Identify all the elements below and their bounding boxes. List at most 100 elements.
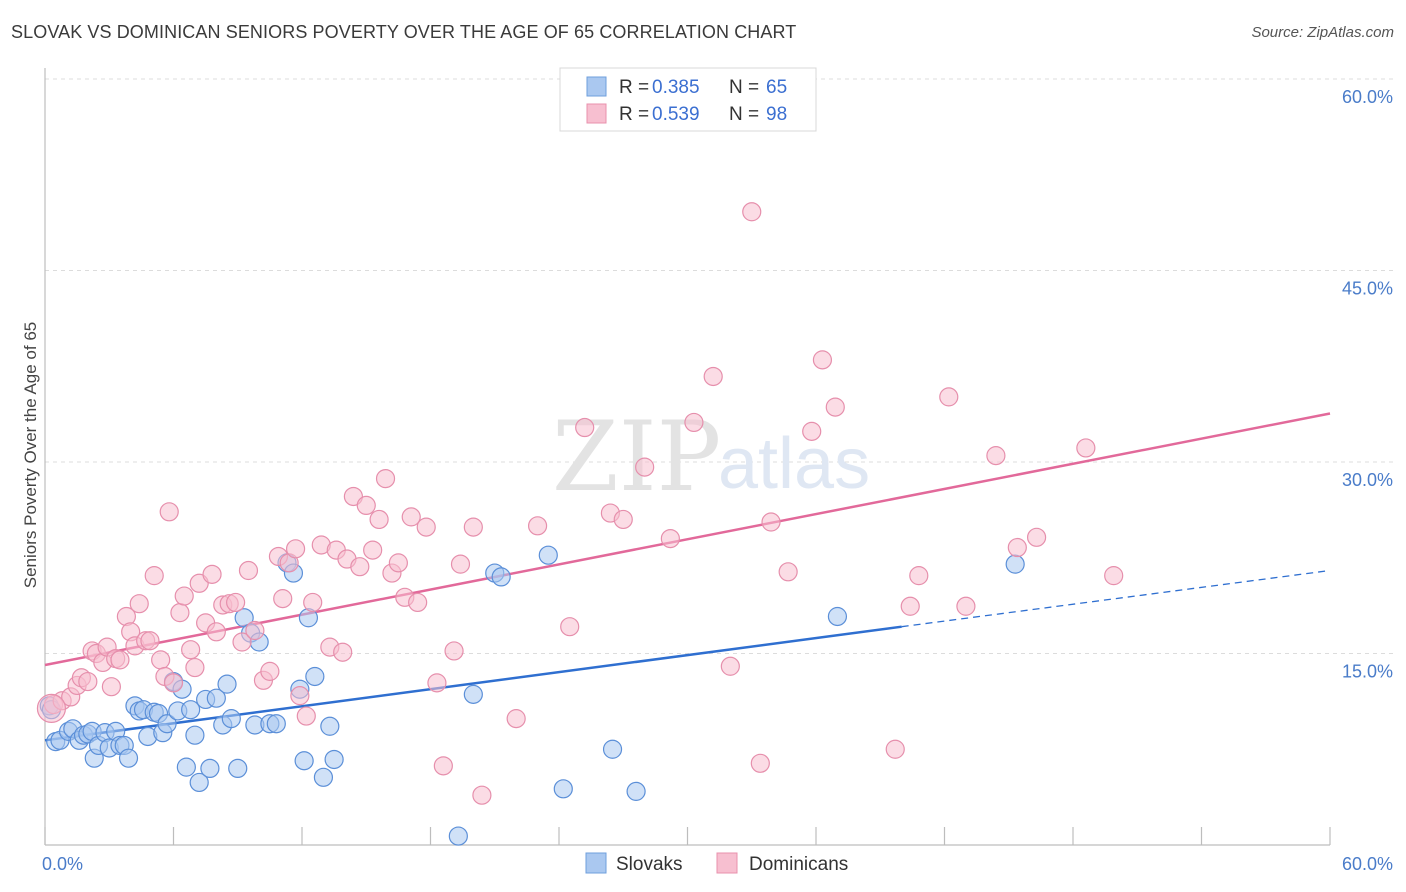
point-slovaks-61	[626, 781, 646, 801]
point-dominicans-77	[660, 528, 680, 549]
point-slovaks-48	[294, 751, 314, 771]
point-dominicans-5	[78, 671, 98, 692]
point-dominicans-36	[238, 560, 259, 581]
point-slovaks-60	[602, 739, 623, 759]
point-slovaks-31	[189, 772, 209, 793]
point-dominicans-85	[802, 421, 822, 441]
legend-n-label-1: N =	[729, 77, 759, 98]
point-dominicans-80	[720, 656, 740, 676]
data-points	[36, 202, 1124, 846]
correlation-legend: R = 0.385 N = 65 R = 0.539 N = 98	[559, 67, 817, 132]
x-tick-label-1: 60.0%	[1342, 854, 1393, 874]
point-dominicans-92	[956, 596, 976, 616]
point-dominicans-95	[1026, 527, 1047, 547]
point-dominicans-71	[527, 516, 548, 536]
bottom-legend-slovaks: Slovaks	[616, 854, 683, 875]
point-dominicans-78	[684, 412, 704, 433]
legend-n-value-1: 65	[766, 77, 787, 98]
point-slovaks-63	[1005, 554, 1025, 574]
point-dominicans-22	[159, 502, 179, 522]
point-slovaks-29	[181, 700, 201, 720]
chart-title: SLOVAK VS DOMINICAN SENIORS POVERTY OVER…	[11, 22, 797, 42]
point-dominicans-25	[174, 586, 194, 606]
point-dominicans-90	[909, 566, 929, 586]
point-slovaks-33	[200, 758, 220, 779]
point-dominicans-72	[560, 617, 580, 637]
series-slovaks	[39, 545, 1025, 846]
point-slovaks-16	[118, 748, 139, 768]
point-dominicans-66	[444, 641, 464, 661]
y-tick-label-3: 60.0%	[1342, 87, 1393, 107]
x-tick-label-0: 0.0%	[42, 854, 83, 874]
point-dominicans-35	[232, 632, 252, 652]
legend-n-value-2: 98	[766, 104, 787, 125]
point-dominicans-64	[427, 673, 447, 693]
point-slovaks-30	[185, 725, 205, 745]
point-dominicans-30	[202, 564, 222, 584]
point-dominicans-24	[170, 603, 190, 623]
point-dominicans-86	[812, 350, 833, 370]
source-label: Source: ZipAtlas.com	[1251, 24, 1394, 41]
trend-extension-slovaks	[901, 569, 1331, 628]
point-slovaks-28	[176, 757, 196, 777]
point-dominicans-94	[1007, 537, 1027, 558]
point-dominicans-10	[101, 677, 121, 697]
y-tick-label-2: 45.0%	[1342, 279, 1393, 299]
point-slovaks-58	[538, 545, 558, 565]
point-slovaks-24	[157, 714, 177, 734]
point-dominicans-82	[750, 753, 770, 773]
series-legend: Slovaks Dominicans	[585, 852, 848, 875]
bottom-legend-swatch-dominicans	[716, 852, 738, 874]
point-dominicans-75	[613, 509, 633, 530]
point-dominicans-46	[303, 592, 323, 613]
point-slovaks-57	[491, 567, 511, 587]
legend-n-label-2: N =	[729, 104, 759, 125]
point-dominicans-37	[245, 620, 265, 641]
point-dominicans-97	[1104, 566, 1124, 586]
point-dominicans-70	[506, 709, 526, 729]
point-dominicans-59	[388, 553, 408, 573]
point-dominicans-89	[900, 596, 920, 616]
point-dominicans-44	[290, 686, 310, 706]
point-slovaks-50	[305, 666, 325, 687]
point-dominicans-18	[140, 631, 160, 651]
point-dominicans-65	[433, 756, 453, 776]
point-slovaks-55	[463, 684, 483, 704]
point-dominicans-83	[761, 512, 781, 532]
point-slovaks-38	[228, 758, 248, 779]
point-dominicans-56	[369, 509, 389, 530]
point-dominicans-45	[296, 706, 316, 726]
watermark-atlas: atlas	[718, 424, 870, 504]
point-dominicans-26	[181, 640, 201, 660]
trend-line-slovaks	[44, 625, 902, 742]
point-dominicans-43	[285, 539, 306, 559]
point-dominicans-54	[356, 495, 376, 516]
point-dominicans-69	[472, 785, 492, 805]
bottom-legend-dominicans: Dominicans	[749, 854, 848, 875]
legend-r-value-1: 0.385	[652, 77, 700, 98]
point-dominicans-88	[885, 739, 905, 759]
point-dominicans-76	[635, 457, 655, 477]
point-dominicans-91	[939, 387, 959, 407]
point-dominicans-50	[333, 642, 353, 662]
point-dominicans-31	[206, 622, 226, 642]
y-tick-label-1: 30.0%	[1342, 470, 1393, 490]
point-slovaks-34	[206, 688, 226, 708]
point-slovaks-36	[217, 674, 237, 694]
point-dominicans-67	[450, 554, 471, 574]
point-slovaks-59	[553, 779, 573, 799]
legend-swatch-slovaks	[586, 76, 607, 97]
legend-r-label-2: R =	[619, 104, 649, 125]
point-slovaks-54	[448, 826, 468, 846]
point-dominicans-96	[1076, 438, 1096, 458]
watermark: ZIP atlas	[552, 401, 870, 513]
point-dominicans-23	[163, 673, 184, 693]
point-dominicans-16	[129, 594, 149, 614]
point-slovaks-51	[313, 767, 334, 787]
bottom-legend-swatch-slovaks	[585, 852, 607, 874]
point-dominicans-63	[416, 517, 436, 537]
point-dominicans-68	[463, 517, 483, 537]
point-dominicans-41	[273, 589, 293, 609]
legend-swatch-dominicans	[586, 103, 607, 124]
